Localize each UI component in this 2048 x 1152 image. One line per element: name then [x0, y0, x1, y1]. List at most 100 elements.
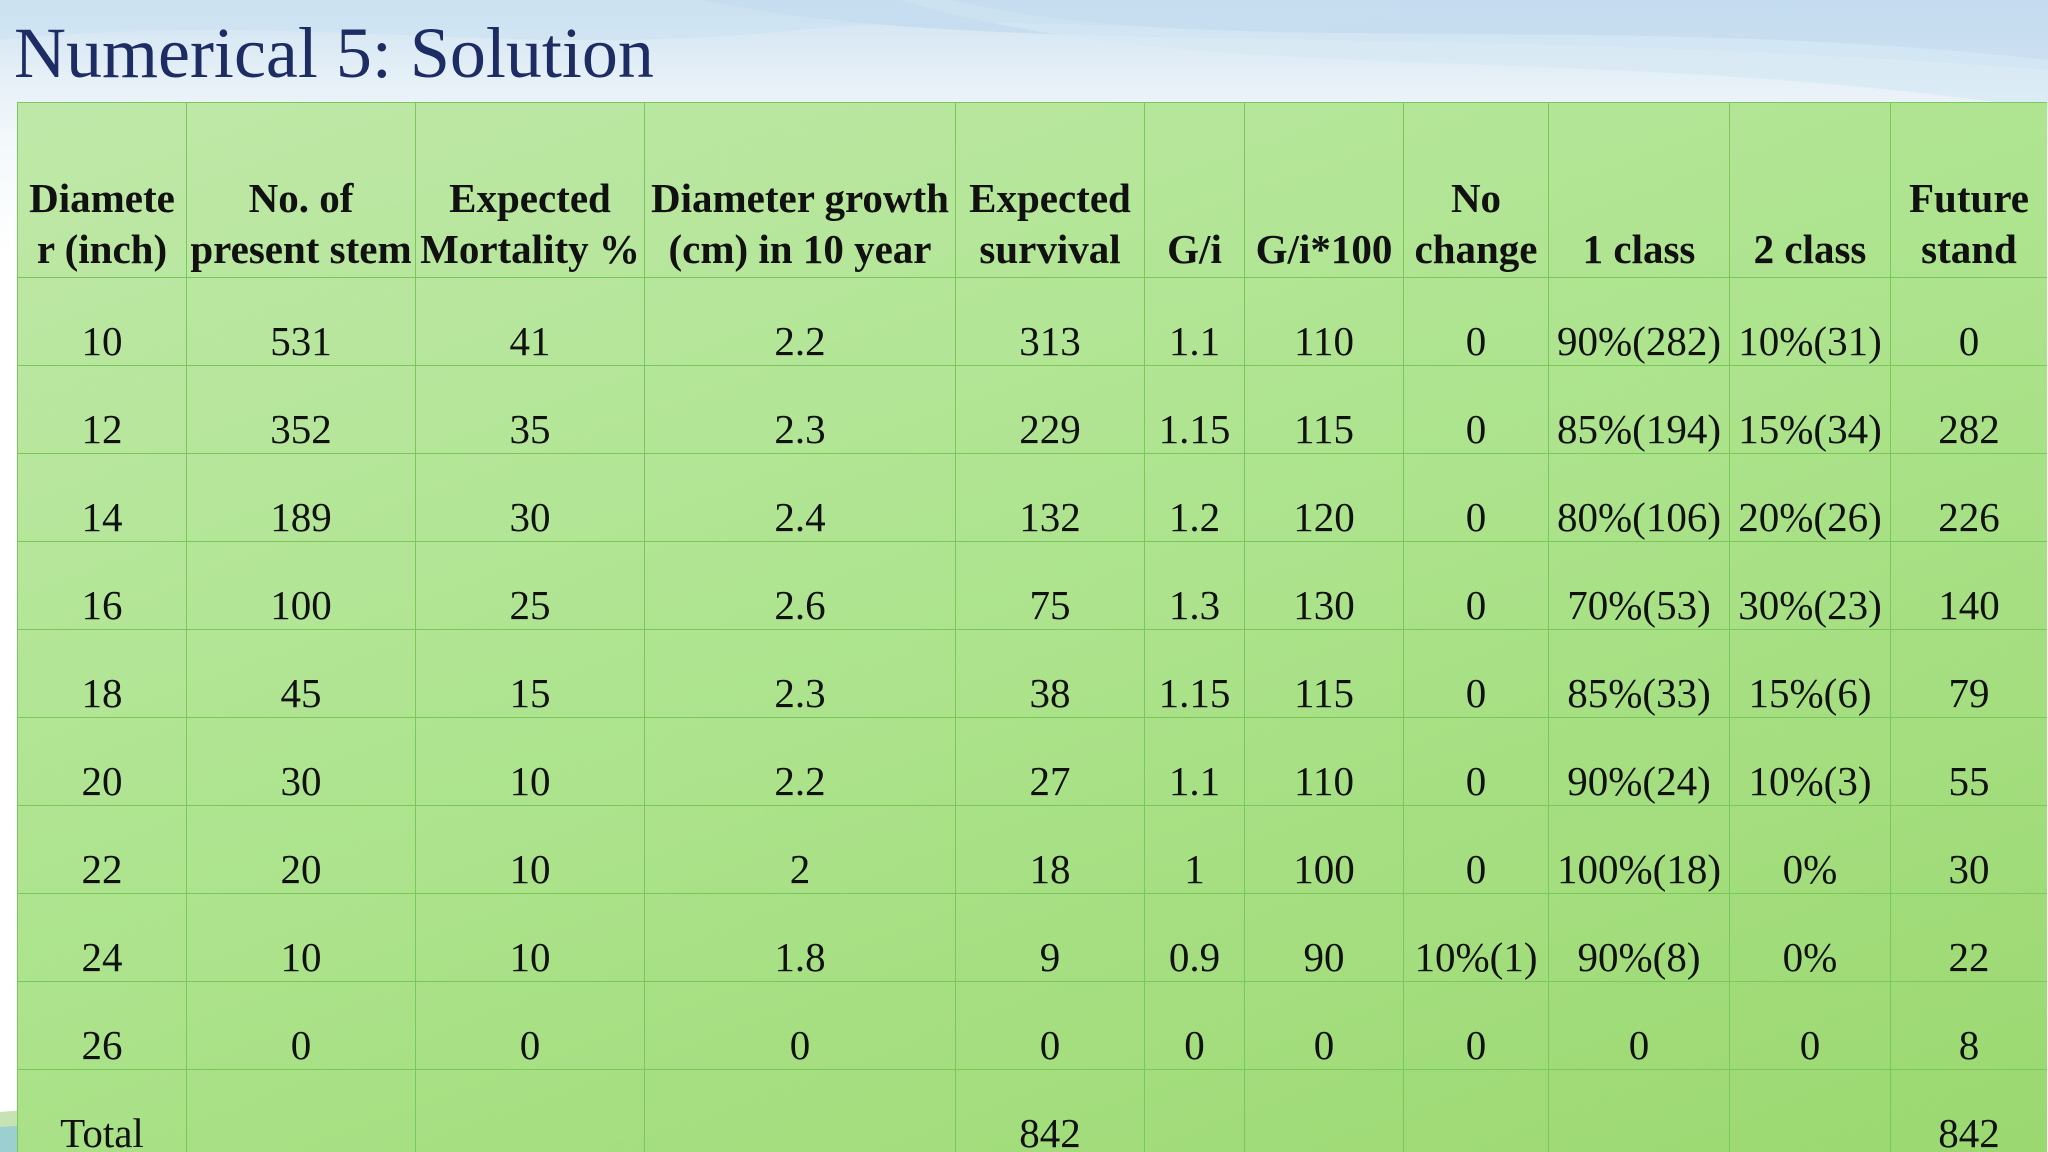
table-row: 14 189 30 2.4 132 1.2 120 0 80%(106) 20%(26) 226	[17, 453, 2047, 542]
header-future-stand: Future stand	[1890, 102, 2047, 278]
cell-future-stand: 226	[1890, 453, 2047, 542]
cell-two-class: 20%(26)	[1729, 453, 1891, 542]
cell-expected-survival: 132	[955, 453, 1145, 542]
cell-no-change: 0	[1403, 805, 1549, 894]
cell-future-stand: 140	[1890, 541, 2047, 630]
header-present-stem: No. of present stem	[186, 102, 416, 278]
cell-two-class: 0%	[1729, 893, 1891, 982]
cell-no-change: 0	[1403, 717, 1549, 806]
cell-g-over-i-times-100: 90	[1244, 893, 1404, 982]
cell-g-over-i-times-100: 120	[1244, 453, 1404, 542]
cell-no-change: 0	[1403, 629, 1549, 718]
cell-diameter-growth: 2.2	[644, 717, 956, 806]
cell-expected-survival: 75	[955, 541, 1145, 630]
cell-future-stand: 8	[1890, 981, 2047, 1070]
header-one-class: 1 class	[1548, 102, 1730, 278]
cell-g-over-i	[1144, 1069, 1245, 1152]
cell-diameter: 14	[17, 453, 187, 542]
cell-diameter-growth: 2	[644, 805, 956, 894]
cell-no-change: 0	[1403, 541, 1549, 630]
cell-g-over-i: 1	[1144, 805, 1245, 894]
header-expected-mortality: Expected Mortality %	[415, 102, 645, 278]
cell-g-over-i: 1.2	[1144, 453, 1245, 542]
cell-diameter: 22	[17, 805, 187, 894]
cell-g-over-i-times-100: 100	[1244, 805, 1404, 894]
cell-diameter-growth: 2.4	[644, 453, 956, 542]
cell-g-over-i: 0.9	[1144, 893, 1245, 982]
cell-diameter-growth: 1.8	[644, 893, 956, 982]
cell-two-class: 10%(3)	[1729, 717, 1891, 806]
cell-no-change: 0	[1403, 981, 1549, 1070]
cell-one-class: 90%(282)	[1548, 277, 1730, 366]
cell-two-class	[1729, 1069, 1891, 1152]
cell-diameter: 20	[17, 717, 187, 806]
solution-table-container: Diamete r (inch) No. of present stem Exp…	[17, 102, 2047, 1152]
cell-g-over-i: 1.1	[1144, 277, 1245, 366]
cell-expected-survival: 229	[955, 365, 1145, 454]
cell-one-class: 100%(18)	[1548, 805, 1730, 894]
cell-one-class: 70%(53)	[1548, 541, 1730, 630]
cell-one-class: 85%(194)	[1548, 365, 1730, 454]
cell-future-stand: 282	[1890, 365, 2047, 454]
table-header-row: Diamete r (inch) No. of present stem Exp…	[17, 102, 2047, 278]
header-expected-survival: Expected survival	[955, 102, 1145, 278]
cell-g-over-i: 1.1	[1144, 717, 1245, 806]
cell-expected-survival: 38	[955, 629, 1145, 718]
cell-g-over-i-times-100: 130	[1244, 541, 1404, 630]
table-row: 10 531 41 2.2 313 1.1 110 0 90%(282) 10%(31) 0	[17, 277, 2047, 366]
cell-expected-survival: 0	[955, 981, 1145, 1070]
cell-expected-mortality: 10	[415, 893, 645, 982]
cell-expected-mortality: 10	[415, 717, 645, 806]
cell-two-class: 30%(23)	[1729, 541, 1891, 630]
cell-g-over-i: 1.3	[1144, 541, 1245, 630]
table-row: 26 0 0 0 0 0 0 0 0 0 8	[17, 981, 2047, 1070]
cell-diameter: 16	[17, 541, 187, 630]
cell-g-over-i-times-100	[1244, 1069, 1404, 1152]
cell-one-class: 80%(106)	[1548, 453, 1730, 542]
cell-diameter-growth: 2.3	[644, 629, 956, 718]
table-row: 18 45 15 2.3 38 1.15 115 0 85%(33) 15%(6) 79	[17, 629, 2047, 718]
cell-g-over-i-times-100: 110	[1244, 717, 1404, 806]
slide-title: Numerical 5: Solution	[14, 13, 654, 93]
cell-expected-survival: 18	[955, 805, 1145, 894]
header-diameter: Diamete r (inch)	[17, 102, 187, 278]
table-total-row: Total 842 842	[17, 1069, 2047, 1152]
cell-g-over-i-times-100: 0	[1244, 981, 1404, 1070]
header-diameter-growth: Diameter growth (cm) in 10 year	[644, 102, 956, 278]
cell-present-stem: 0	[186, 981, 416, 1070]
cell-expected-mortality: 35	[415, 365, 645, 454]
cell-expected-mortality: 10	[415, 805, 645, 894]
cell-g-over-i: 0	[1144, 981, 1245, 1070]
cell-diameter: 10	[17, 277, 187, 366]
cell-one-class: 90%(8)	[1548, 893, 1730, 982]
header-g-over-i: G/i	[1144, 102, 1245, 278]
cell-expected-survival: 27	[955, 717, 1145, 806]
table-row: 24 10 10 1.8 9 0.9 90 10%(1) 90%(8) 0% 22	[17, 893, 2047, 982]
cell-no-change: 0	[1403, 365, 1549, 454]
cell-g-over-i: 1.15	[1144, 629, 1245, 718]
cell-one-class: 85%(33)	[1548, 629, 1730, 718]
cell-diameter-growth: 2.3	[644, 365, 956, 454]
cell-two-class: 0%	[1729, 805, 1891, 894]
cell-future-stand: 842	[1890, 1069, 2047, 1152]
cell-diameter-growth	[644, 1069, 956, 1152]
cell-diameter-growth: 2.2	[644, 277, 956, 366]
solution-table: Diamete r (inch) No. of present stem Exp…	[17, 102, 2047, 1152]
cell-present-stem	[186, 1069, 416, 1152]
cell-expected-mortality: 41	[415, 277, 645, 366]
cell-present-stem: 352	[186, 365, 416, 454]
cell-expected-survival: 842	[955, 1069, 1145, 1152]
header-two-class: 2 class	[1729, 102, 1891, 278]
cell-future-stand: 55	[1890, 717, 2047, 806]
cell-diameter: 26	[17, 981, 187, 1070]
cell-present-stem: 20	[186, 805, 416, 894]
cell-g-over-i: 1.15	[1144, 365, 1245, 454]
cell-no-change	[1403, 1069, 1549, 1152]
cell-expected-survival: 9	[955, 893, 1145, 982]
table-row: 16 100 25 2.6 75 1.3 130 0 70%(53) 30%(23) 140	[17, 541, 2047, 630]
cell-present-stem: 189	[186, 453, 416, 542]
cell-g-over-i-times-100: 115	[1244, 365, 1404, 454]
cell-present-stem: 531	[186, 277, 416, 366]
cell-one-class: 0	[1548, 981, 1730, 1070]
cell-no-change: 0	[1403, 277, 1549, 366]
